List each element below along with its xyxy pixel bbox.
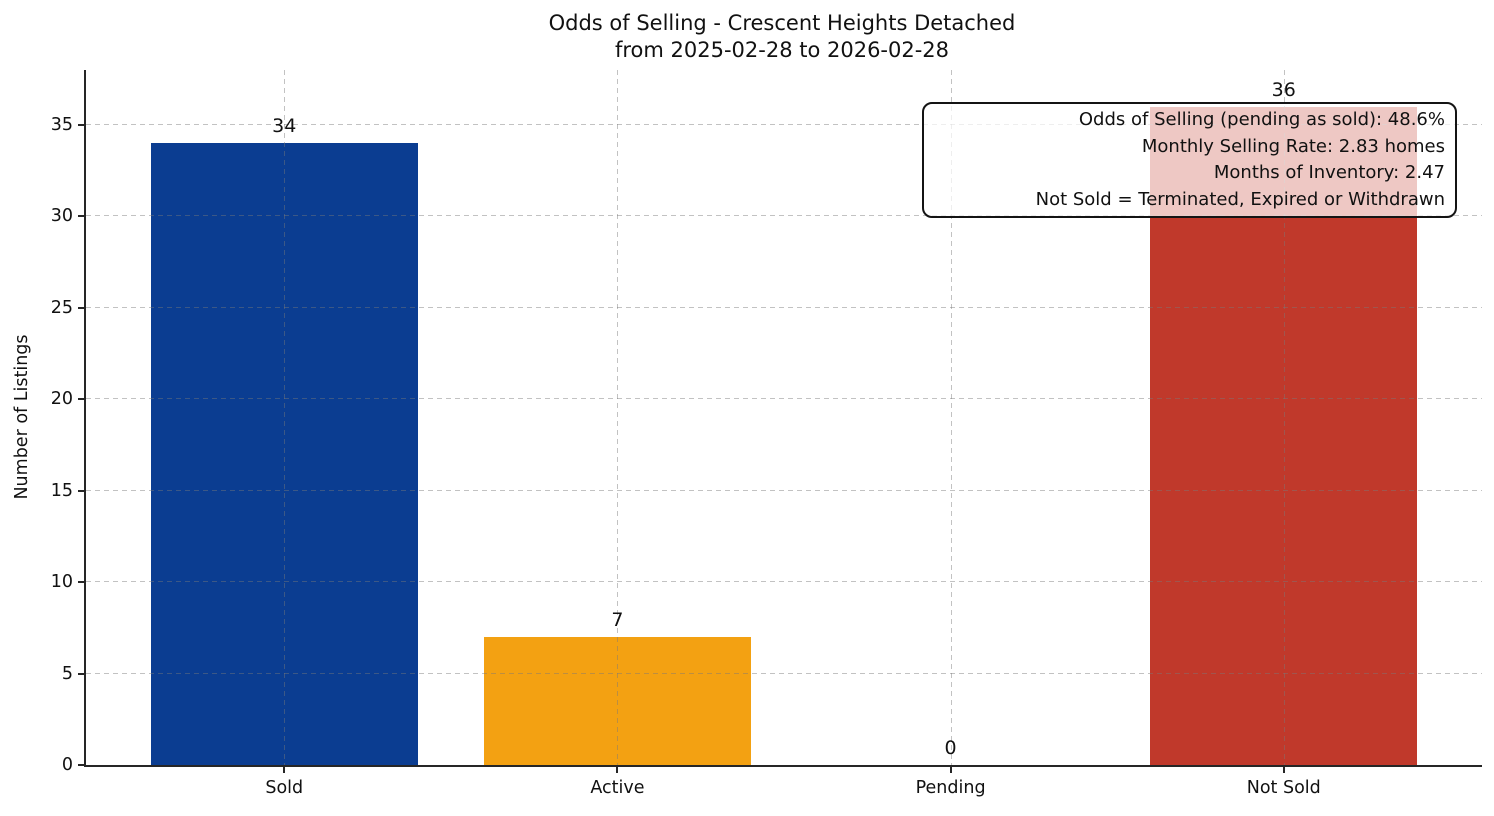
y-tick-mark (78, 489, 86, 492)
y-axis-label: Number of Listings (12, 334, 32, 500)
bar-sold (150, 143, 418, 765)
x-tick-mark (283, 765, 286, 773)
x-tick-label: Not Sold (1246, 778, 1321, 798)
x-tick-label: Pending (915, 778, 986, 798)
x-tick-mark (949, 765, 952, 773)
y-tick-label: 35 (50, 114, 73, 135)
y-tick-mark (78, 581, 86, 584)
chart-title-line2: from 2025-02-28 to 2026-02-28 (614, 38, 950, 62)
chart-title-line1: Odds of Selling - Crescent Heights Detac… (548, 11, 1016, 35)
bar-active (484, 636, 751, 765)
y-tick-label: 20 (50, 389, 73, 410)
y-tick-label: 30 (50, 206, 73, 227)
bar-value-label: 0 (944, 737, 957, 759)
y-tick-mark (78, 306, 86, 309)
bar-value-label: 34 (272, 115, 297, 138)
annotation-line: Not Sold = Terminated, Expired or Withdr… (1035, 188, 1445, 210)
bar-value-label: 7 (611, 608, 624, 631)
y-tick-label: 25 (50, 297, 73, 318)
y-tick-label: 15 (50, 480, 73, 501)
annotation-box: Odds of Selling (pending as sold): 48.6%… (922, 102, 1457, 218)
y-tick-mark (78, 398, 86, 401)
y-tick-mark (78, 672, 86, 675)
chart-title: Odds of Selling - Crescent Heights Detac… (84, 10, 1480, 64)
annotation-line: Odds of Selling (pending as sold): 48.6% (1078, 109, 1445, 130)
y-tick-mark (78, 123, 86, 126)
x-tick-label: Sold (265, 778, 304, 798)
y-tick-label: 0 (61, 755, 73, 775)
y-tick-label: 10 (50, 572, 73, 593)
bar-value-label: 36 (1271, 78, 1296, 101)
y-tick-mark (78, 764, 86, 766)
x-tick-mark (1282, 765, 1285, 773)
y-tick-mark (78, 215, 86, 218)
x-tick-label: Active (590, 778, 645, 798)
y-tick-label: 5 (61, 663, 73, 684)
annotation-line: Months of Inventory: 2.47 (1213, 162, 1445, 183)
annotation-line: Monthly Selling Rate: 2.83 homes (1141, 135, 1445, 157)
x-tick-mark (616, 765, 619, 773)
